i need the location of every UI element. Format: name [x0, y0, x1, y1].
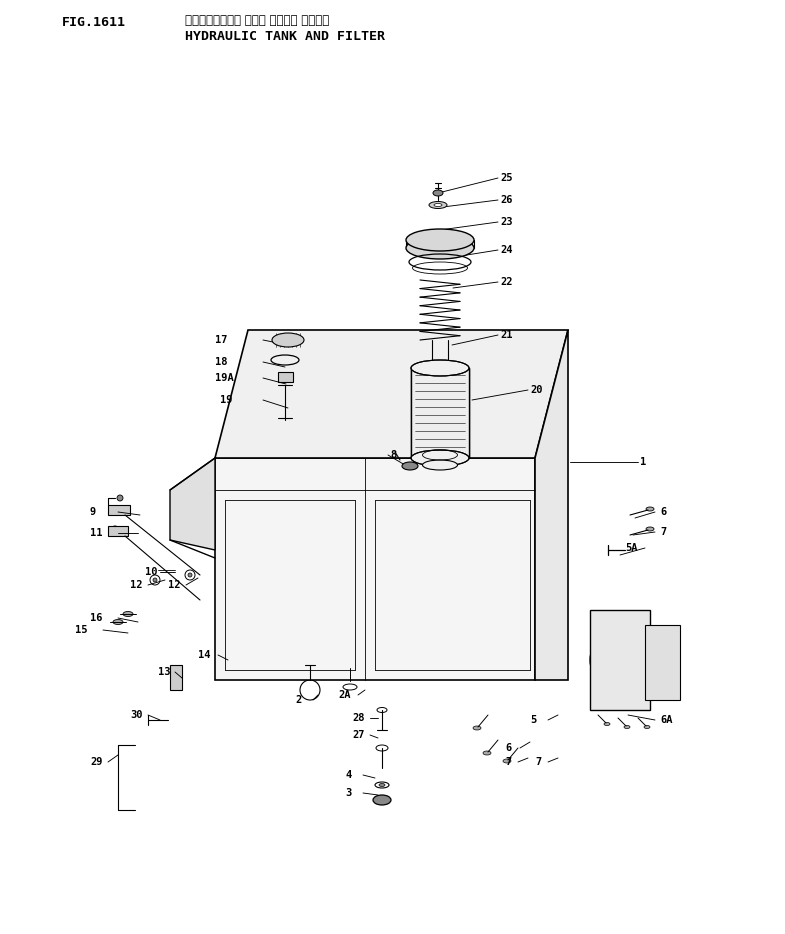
Ellipse shape	[503, 759, 511, 763]
Text: 13: 13	[158, 667, 170, 677]
Text: 6: 6	[660, 507, 666, 517]
Text: 26: 26	[500, 195, 513, 205]
Polygon shape	[590, 610, 650, 710]
Polygon shape	[411, 368, 469, 458]
Polygon shape	[215, 458, 535, 680]
Text: 28: 28	[352, 713, 364, 723]
Text: ハイト゛ロリック タンク オヨヒ゛ フィルタ: ハイト゛ロリック タンク オヨヒ゛ フィルタ	[185, 14, 329, 27]
Text: 12: 12	[130, 580, 143, 590]
Text: 19A: 19A	[215, 373, 234, 383]
Polygon shape	[108, 505, 130, 515]
Text: 29: 29	[90, 757, 103, 767]
Ellipse shape	[113, 619, 123, 625]
Text: 6: 6	[505, 743, 511, 753]
Text: 9: 9	[90, 507, 97, 517]
Text: 1: 1	[640, 457, 646, 467]
Text: 7: 7	[660, 527, 666, 537]
Text: 12: 12	[168, 580, 181, 590]
Ellipse shape	[473, 726, 481, 730]
Polygon shape	[278, 372, 293, 382]
Text: 10: 10	[145, 567, 158, 577]
Text: 2A: 2A	[338, 690, 350, 700]
Text: 7: 7	[535, 757, 541, 767]
Ellipse shape	[123, 612, 133, 616]
Polygon shape	[535, 330, 568, 680]
Circle shape	[117, 495, 123, 501]
Ellipse shape	[646, 507, 654, 511]
Ellipse shape	[624, 726, 630, 729]
Text: 25: 25	[500, 173, 513, 183]
Ellipse shape	[429, 202, 447, 208]
Text: 6A: 6A	[660, 715, 673, 725]
Text: 3: 3	[345, 788, 351, 798]
Text: 23: 23	[500, 217, 513, 227]
Text: 8: 8	[390, 450, 396, 460]
Text: 21: 21	[500, 330, 513, 340]
Circle shape	[153, 578, 157, 582]
Ellipse shape	[411, 360, 469, 376]
Ellipse shape	[644, 726, 650, 729]
Ellipse shape	[646, 527, 654, 531]
Text: 14: 14	[198, 650, 210, 660]
Ellipse shape	[433, 190, 443, 196]
Ellipse shape	[379, 784, 385, 786]
Ellipse shape	[278, 409, 292, 415]
Polygon shape	[170, 458, 215, 550]
Ellipse shape	[411, 450, 469, 466]
Text: 22: 22	[500, 277, 513, 287]
Circle shape	[188, 573, 192, 577]
Polygon shape	[170, 665, 182, 690]
Ellipse shape	[406, 229, 474, 251]
Text: 24: 24	[500, 245, 513, 255]
Text: 11: 11	[90, 528, 103, 538]
Ellipse shape	[422, 460, 458, 470]
Text: 15: 15	[75, 625, 87, 635]
Polygon shape	[215, 330, 568, 458]
Text: 4: 4	[345, 770, 351, 780]
Ellipse shape	[373, 795, 391, 805]
Polygon shape	[108, 526, 128, 536]
Text: 30: 30	[130, 710, 143, 720]
Polygon shape	[645, 625, 680, 700]
Text: HYDRAULIC TANK AND FILTER: HYDRAULIC TANK AND FILTER	[185, 30, 385, 43]
Text: 19: 19	[220, 395, 232, 405]
Ellipse shape	[604, 723, 610, 726]
Text: 27: 27	[352, 730, 364, 740]
Ellipse shape	[406, 237, 474, 259]
Text: 7: 7	[505, 757, 511, 767]
Ellipse shape	[272, 333, 304, 347]
Text: 2: 2	[295, 695, 301, 705]
Text: 18: 18	[215, 357, 228, 367]
Ellipse shape	[483, 751, 491, 755]
Text: 17: 17	[215, 335, 228, 345]
Text: 16: 16	[90, 613, 103, 623]
Text: FIG.1611: FIG.1611	[62, 16, 126, 29]
Text: 5: 5	[530, 715, 536, 725]
Ellipse shape	[402, 462, 418, 470]
Text: 20: 20	[530, 385, 542, 395]
Ellipse shape	[434, 204, 442, 206]
Text: 5A: 5A	[625, 543, 637, 553]
